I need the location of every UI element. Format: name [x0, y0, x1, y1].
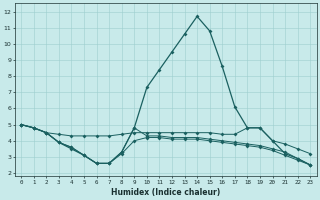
X-axis label: Humidex (Indice chaleur): Humidex (Indice chaleur)	[111, 188, 220, 197]
